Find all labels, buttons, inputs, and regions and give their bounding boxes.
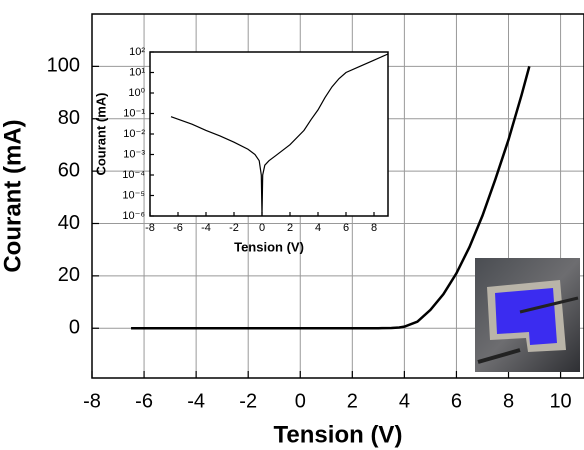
- x-tick-label: 8: [371, 222, 377, 234]
- x-tick-label: 8: [503, 390, 514, 412]
- x-tick-label: 6: [343, 222, 349, 234]
- y-tick-label: 0: [69, 317, 80, 339]
- y-tick-label: 10⁻⁴: [122, 169, 145, 181]
- y-tick-label: 20: [58, 264, 80, 286]
- y-tick-label: 10⁻⁶: [122, 210, 145, 222]
- y-tick-label: 80: [58, 107, 80, 129]
- plot-frame: [91, 13, 584, 379]
- emission: [495, 288, 557, 345]
- x-axis-title: Tension (V): [234, 239, 304, 254]
- probe: [519, 296, 579, 314]
- x-tick-label: -2: [229, 222, 239, 234]
- x-tick-label: -8: [83, 390, 101, 412]
- x-tick-label: -6: [135, 390, 153, 412]
- plot-frame: [149, 51, 389, 217]
- x-tick-label: -2: [239, 390, 257, 412]
- x-tick-label: -4: [187, 390, 205, 412]
- x-tick-label: 2: [287, 222, 293, 234]
- y-tick-label: 10⁻³: [123, 148, 145, 160]
- probe: [477, 348, 521, 364]
- inset-panel: -8 -6 -4 -2 0 2 4 6 8 10⁻⁶ 10⁻⁵ 10⁻⁴ 10⁻³ 10⁻² 10⁻¹ 10⁰…: [93, 46, 389, 254]
- y-tick-label: 60: [58, 159, 80, 181]
- x-tick-label: -8: [145, 222, 155, 234]
- x-tick-label: 4: [399, 390, 410, 412]
- y-tick-label: 10⁻⁵: [122, 189, 145, 201]
- y-tick-label: 10⁻¹: [123, 107, 145, 119]
- x-tick-label: -4: [201, 222, 211, 234]
- data-line: [170, 53, 389, 217]
- x-axis-title: Tension (V): [274, 421, 403, 448]
- x-tick-label: 4: [315, 222, 321, 234]
- x-tick-label: 2: [347, 390, 358, 412]
- data-line: [131, 66, 531, 330]
- y-tick-label: 40: [58, 212, 80, 234]
- y-axis-title: Courant (mA): [93, 92, 108, 175]
- y-tick-label: 10⁰: [128, 87, 145, 99]
- inset-background: [150, 52, 388, 216]
- y-tick-label: 10²: [129, 46, 145, 58]
- device-photo: [475, 258, 580, 372]
- x-tick-label: 0: [295, 390, 306, 412]
- y-tick-label: 10⁻²: [123, 128, 145, 140]
- x-tick-label: 6: [451, 390, 462, 412]
- y-axis-title: Courant (mA): [0, 119, 26, 272]
- x-tick-label: 10: [549, 390, 571, 412]
- y-tick-label: 10¹: [129, 66, 145, 78]
- y-tick-label: 100: [47, 55, 80, 77]
- x-tick-label: -6: [173, 222, 183, 234]
- x-tick-label: 0: [259, 222, 265, 234]
